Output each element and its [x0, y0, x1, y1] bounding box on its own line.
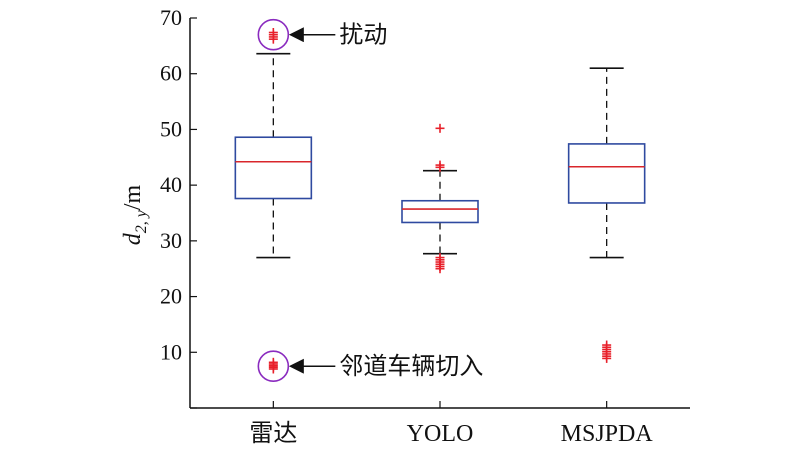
box-iqr	[401, 199, 479, 224]
box-iqr	[234, 136, 313, 200]
boxes	[234, 27, 646, 374]
y-tick-label: 50	[160, 116, 182, 141]
box-1	[401, 123, 479, 274]
outlier-point	[602, 340, 612, 350]
y-axis-label-unit: /m	[120, 184, 146, 210]
outlier-point	[435, 123, 445, 133]
annotation-text: 扰动	[339, 21, 387, 49]
box-0	[234, 27, 313, 374]
y-tick-label: 40	[160, 172, 182, 197]
x-tick-label: YOLO	[407, 421, 474, 447]
outlier-point	[435, 162, 445, 172]
y-axis-label: d2, y/m	[120, 184, 150, 245]
outlier-point	[268, 357, 278, 367]
box-iqr	[567, 143, 646, 204]
box-2	[567, 67, 646, 363]
x-tick-label: MSJPDA	[561, 421, 654, 447]
x-tick-label: 雷达	[249, 420, 297, 447]
annotation-circle	[257, 350, 290, 383]
outlier-point	[435, 264, 445, 274]
y-axis-label-main: d	[120, 232, 146, 245]
category-labels: 雷达 YOLO MSJPDA	[249, 420, 653, 447]
y-tick-label: 10	[160, 339, 182, 364]
annotation-text: 邻道车辆切入	[339, 352, 483, 380]
axes	[189, 18, 690, 409]
svg-text:d2, y/m: d2, y/m	[120, 184, 150, 245]
y-ticks: 10 20 30 40 50 60 70	[160, 5, 608, 409]
annotation-circle	[257, 18, 290, 51]
y-axis-label-subscript: 2, y	[133, 209, 150, 233]
y-tick-label: 20	[160, 284, 182, 309]
y-tick-label: 60	[160, 61, 182, 86]
outlier-point	[268, 27, 278, 37]
y-tick-label: 30	[160, 228, 182, 253]
y-tick-label: 70	[160, 5, 182, 30]
